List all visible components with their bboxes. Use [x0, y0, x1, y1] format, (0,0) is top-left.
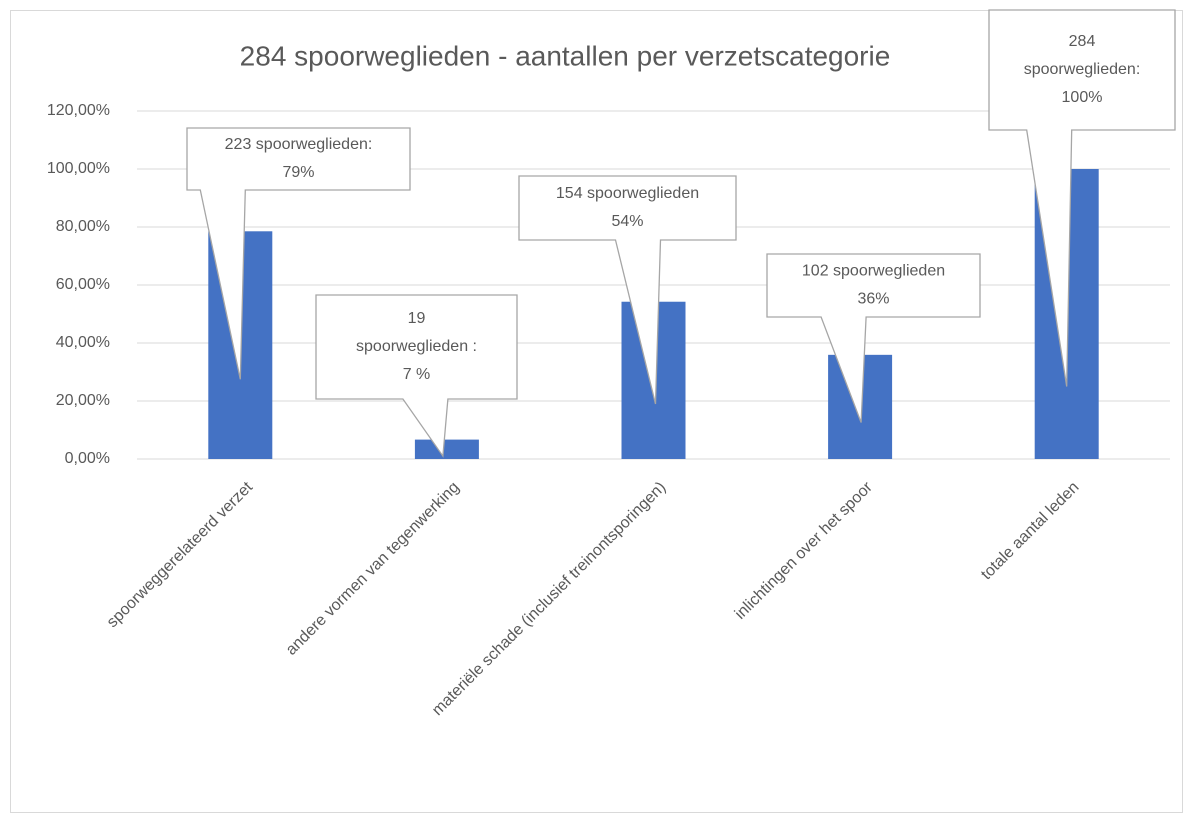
data-label-line: 36%: [857, 291, 889, 308]
data-label-callout: [518, 175, 737, 405]
y-tick-label: 60,00%: [56, 276, 110, 293]
data-label-callout: [315, 294, 518, 458]
data-label-line: 284: [1069, 33, 1096, 50]
y-tick-label: 40,00%: [56, 334, 110, 351]
bar: [414, 439, 479, 459]
chart-border: [10, 10, 1183, 813]
data-label-line: 54%: [611, 213, 643, 230]
data-label: 284 spoorweglieden: 100%: [1024, 33, 1141, 106]
y-tick-label: 100,00%: [47, 160, 110, 177]
data-label-callout: [766, 253, 981, 423]
data-label-line: spoorweglieden :: [356, 338, 477, 355]
data-label: 223 spoorweglieden: 79%: [225, 136, 373, 181]
chart-title: 284 spoorweglieden - aantallen per verze…: [240, 40, 891, 71]
data-label-line: 7 %: [403, 366, 431, 383]
y-tick-label: 0,00%: [65, 450, 110, 467]
data-label-callout: [186, 127, 411, 380]
data-label-line: 154 spoorweglieden: [556, 185, 699, 202]
data-label-line: 102 spoorweglieden: [802, 263, 945, 280]
y-tick-label: 80,00%: [56, 218, 110, 235]
data-label: 154 spoorweglieden 54%: [556, 185, 699, 230]
data-label-line: 79%: [282, 164, 314, 181]
data-label-callout: [988, 9, 1176, 387]
data-label: 102 spoorweglieden 36%: [802, 263, 945, 308]
data-label-line: 223 spoorweglieden:: [225, 136, 373, 153]
data-label-line: 19: [408, 310, 426, 327]
data-label: 19 spoorweglieden : 7 %: [356, 310, 477, 383]
data-label-line: spoorweglieden:: [1024, 61, 1141, 78]
data-label-line: 100%: [1062, 89, 1103, 106]
y-tick-label: 20,00%: [56, 392, 110, 409]
y-tick-label: 120,00%: [47, 102, 110, 119]
